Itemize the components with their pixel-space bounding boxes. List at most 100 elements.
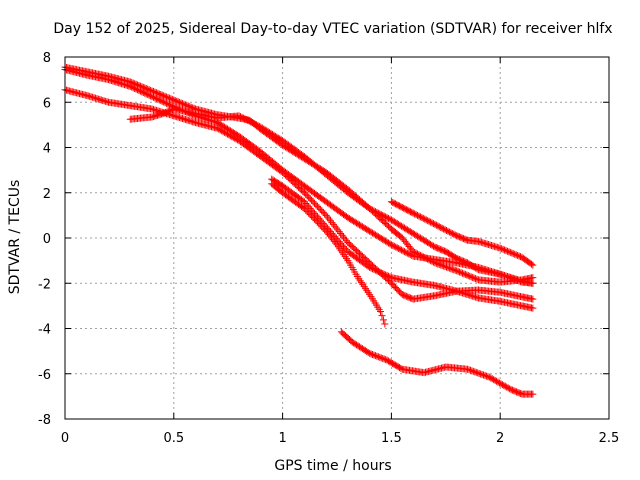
data-point: [440, 225, 448, 233]
data-point: [267, 129, 275, 137]
data-point: [374, 233, 382, 241]
data-point: [321, 210, 329, 218]
data-point: [358, 223, 366, 231]
data-point: [138, 88, 146, 96]
data-point: [128, 83, 136, 91]
data-point: [437, 223, 445, 231]
data-point: [370, 230, 378, 238]
data-point: [438, 224, 446, 232]
data-point: [508, 249, 516, 257]
data-point: [463, 271, 471, 279]
data-point: [415, 212, 423, 220]
data-point: [453, 267, 461, 275]
data-point: [129, 84, 137, 92]
data-point: [325, 215, 333, 223]
data-point: [248, 119, 256, 127]
data-point: [444, 227, 452, 235]
data-point: [311, 199, 319, 207]
data-point: [429, 220, 437, 228]
data-point: [371, 231, 379, 239]
data-point: [357, 222, 365, 230]
data-point: [416, 213, 424, 221]
data-point: [225, 126, 233, 134]
data-point: [354, 220, 362, 228]
data-point: [497, 380, 505, 388]
data-point: [392, 243, 400, 251]
data-point: [412, 211, 420, 219]
data-point: [141, 89, 149, 97]
data-point: [373, 208, 381, 216]
data-point: [435, 223, 443, 231]
data-point: [379, 354, 387, 362]
data-point: [411, 230, 419, 238]
data-point: [316, 205, 324, 213]
data-point: [135, 86, 143, 94]
data-series-track-4: [126, 105, 537, 287]
data-point: [255, 122, 263, 130]
data-point: [414, 232, 422, 240]
data-series-track-6: [387, 198, 537, 269]
data-point: [411, 210, 419, 218]
data-point: [495, 379, 503, 387]
data-point: [409, 209, 417, 217]
data-point: [309, 198, 317, 206]
data-point: [377, 211, 385, 219]
data-point: [369, 206, 377, 214]
data-point: [451, 266, 459, 274]
data-point: [432, 221, 440, 229]
data-point: [393, 220, 401, 228]
data-point: [361, 224, 369, 232]
data-point: [379, 270, 387, 278]
data-point: [398, 222, 406, 230]
chart-title: Day 152 of 2025, Sidereal Day-to-day VTE…: [53, 21, 612, 37]
data-point: [399, 223, 407, 231]
data-point: [509, 250, 517, 258]
data-point: [244, 116, 252, 124]
data-point: [472, 275, 480, 283]
data-point: [377, 269, 385, 277]
data-point: [444, 264, 452, 272]
data-point: [381, 320, 389, 328]
data-point: [311, 215, 319, 223]
x-tick-label: 0.5: [163, 431, 184, 446]
data-point: [406, 251, 414, 259]
data-point: [313, 202, 321, 210]
data-point: [161, 92, 169, 100]
data-point: [397, 364, 405, 372]
data-point: [454, 267, 462, 275]
data-series-track-8: [337, 328, 537, 398]
y-axis-label: SDTVAR / TECUs: [7, 180, 23, 295]
data-point: [450, 266, 458, 274]
data-point: [405, 250, 413, 258]
data-point: [468, 367, 476, 375]
data-point: [400, 224, 408, 232]
data-point: [145, 91, 153, 99]
data-point: [393, 244, 401, 252]
data-point: [469, 367, 477, 375]
data-point: [366, 205, 374, 213]
data-point: [351, 218, 359, 226]
data-point: [142, 90, 150, 98]
data-point: [491, 376, 499, 384]
data-point: [371, 208, 379, 216]
data-point: [373, 267, 381, 275]
data-point: [273, 133, 281, 141]
data-point: [529, 261, 537, 269]
data-point: [306, 195, 314, 203]
data-point: [392, 219, 400, 227]
data-point: [303, 201, 311, 209]
data-point: [529, 279, 537, 287]
data-point: [228, 128, 236, 136]
data-point: [300, 198, 308, 206]
data-point: [434, 222, 442, 230]
data-point: [514, 251, 522, 259]
data-point: [469, 273, 477, 281]
data-point: [264, 128, 272, 136]
data-point: [245, 117, 253, 125]
data-point: [312, 201, 320, 209]
data-point: [376, 234, 384, 242]
data-point: [263, 127, 271, 135]
data-point: [342, 237, 350, 245]
data-point: [502, 247, 510, 255]
